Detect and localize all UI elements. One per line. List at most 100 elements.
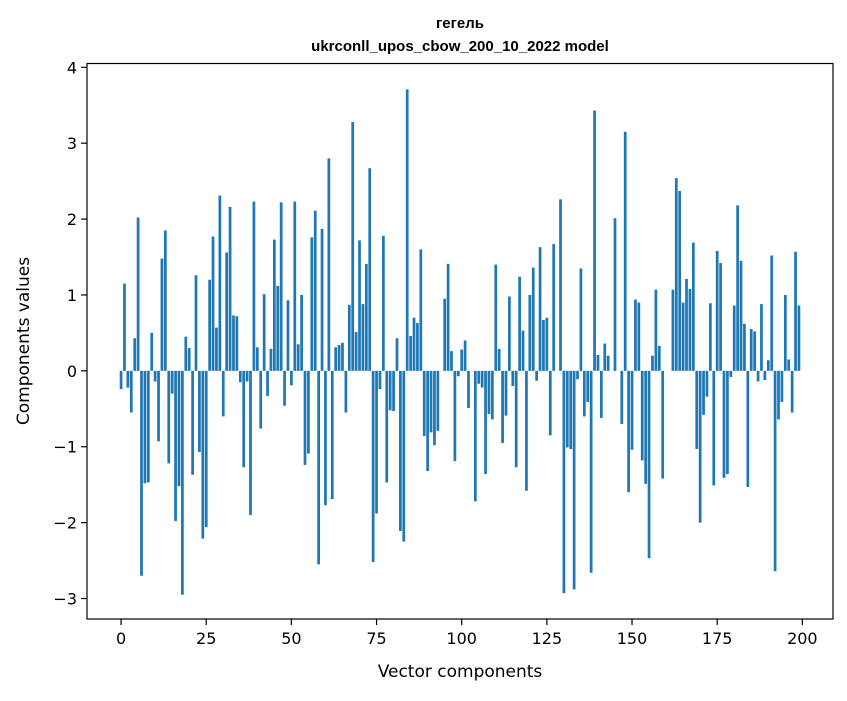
bar-98 (453, 370, 457, 462)
bar-163 (674, 178, 678, 371)
bar-118 (521, 330, 525, 371)
bar-170 (698, 370, 702, 523)
bar-40 (255, 347, 259, 371)
bar-189 (763, 370, 767, 380)
bar-188 (760, 304, 763, 371)
bar-166 (685, 279, 688, 371)
bar-107 (484, 370, 487, 475)
bar-131 (565, 370, 569, 448)
bar-113 (504, 370, 508, 416)
bar-139 (593, 110, 596, 371)
bar-195 (783, 294, 787, 371)
bar-97 (450, 351, 453, 371)
bar-137 (586, 370, 590, 402)
bar-168 (691, 242, 695, 371)
bar-151 (634, 299, 637, 371)
bar-56 (310, 237, 314, 371)
x-tick-label: 25 (196, 629, 216, 648)
bar-124 (542, 320, 545, 371)
bar-193 (777, 370, 780, 420)
bar-5 (136, 217, 140, 371)
bar-145 (613, 218, 617, 371)
bar-39 (252, 201, 256, 371)
bar-74 (371, 370, 375, 563)
bar-122 (535, 370, 539, 381)
y-tick-label: −2 (53, 514, 77, 533)
x-tick-label: 175 (702, 629, 733, 648)
bar-80 (392, 370, 395, 412)
bar-3 (129, 370, 133, 413)
bar-140 (596, 354, 600, 371)
bar-30 (221, 370, 225, 417)
bar-114 (508, 296, 511, 371)
bar-99 (456, 370, 460, 377)
bar-45 (272, 239, 276, 371)
bar-83 (402, 370, 406, 542)
bar-127 (552, 244, 556, 371)
bar-117 (518, 276, 521, 371)
bar-60 (324, 370, 327, 506)
y-tick-label: −3 (53, 590, 77, 609)
bar-84 (405, 89, 409, 371)
bar-88 (419, 249, 423, 371)
bar-110 (494, 264, 498, 371)
bar-62 (330, 370, 334, 500)
bar-120 (528, 294, 532, 371)
bar-31 (225, 252, 229, 371)
bar-194 (780, 370, 784, 402)
x-tick-label: 100 (446, 629, 477, 648)
bar-43 (266, 370, 269, 396)
bar-68 (351, 121, 355, 371)
bar-134 (576, 370, 579, 380)
bar-136 (582, 370, 586, 417)
bar-75 (375, 370, 378, 514)
bar-2 (126, 370, 130, 388)
bar-138 (589, 370, 593, 573)
bar-21 (191, 370, 194, 475)
bar-111 (497, 348, 501, 371)
bar-95 (443, 298, 447, 371)
bar-76 (378, 370, 382, 390)
bar-4 (133, 338, 137, 371)
bar-106 (480, 370, 484, 388)
y-axis-label: Components values (14, 257, 34, 425)
bar-14 (167, 370, 171, 464)
bar-158 (657, 345, 661, 371)
bar-173 (709, 303, 712, 371)
bar-129 (559, 199, 562, 371)
bar-125 (545, 317, 549, 371)
bar-65 (341, 342, 344, 371)
bar-49 (286, 300, 290, 371)
bar-177 (722, 370, 726, 478)
x-tick-label: 125 (532, 629, 563, 648)
bar-13 (163, 230, 167, 371)
bar-199 (797, 305, 801, 371)
bar-15 (170, 370, 174, 394)
bar-70 (358, 240, 361, 371)
bar-182 (739, 260, 743, 371)
bar-73 (368, 168, 372, 371)
bar-156 (651, 355, 654, 371)
y-axis-ticks: −3 −2 −1 0 1 2 3 4 (53, 58, 87, 609)
bar-27 (211, 236, 215, 371)
bar-66 (344, 370, 348, 413)
bar-67 (347, 304, 351, 371)
x-axis-ticks: 0 25 50 75 100 125 150 175 200 (116, 619, 818, 648)
bar-22 (194, 275, 198, 371)
bar-157 (654, 289, 658, 371)
bar-176 (719, 263, 722, 371)
bar-81 (395, 338, 399, 371)
bar-25 (204, 370, 208, 528)
bar-69 (354, 332, 358, 371)
bar-51 (293, 201, 297, 371)
bar-16 (174, 370, 177, 522)
bar-42 (262, 294, 266, 371)
bar-198 (794, 251, 797, 371)
bar-180 (732, 305, 736, 371)
bar-63 (334, 347, 338, 371)
bar-132 (569, 370, 573, 450)
bar-10 (153, 370, 157, 382)
y-tick-label: 4 (67, 58, 77, 77)
bar-59 (320, 228, 324, 371)
